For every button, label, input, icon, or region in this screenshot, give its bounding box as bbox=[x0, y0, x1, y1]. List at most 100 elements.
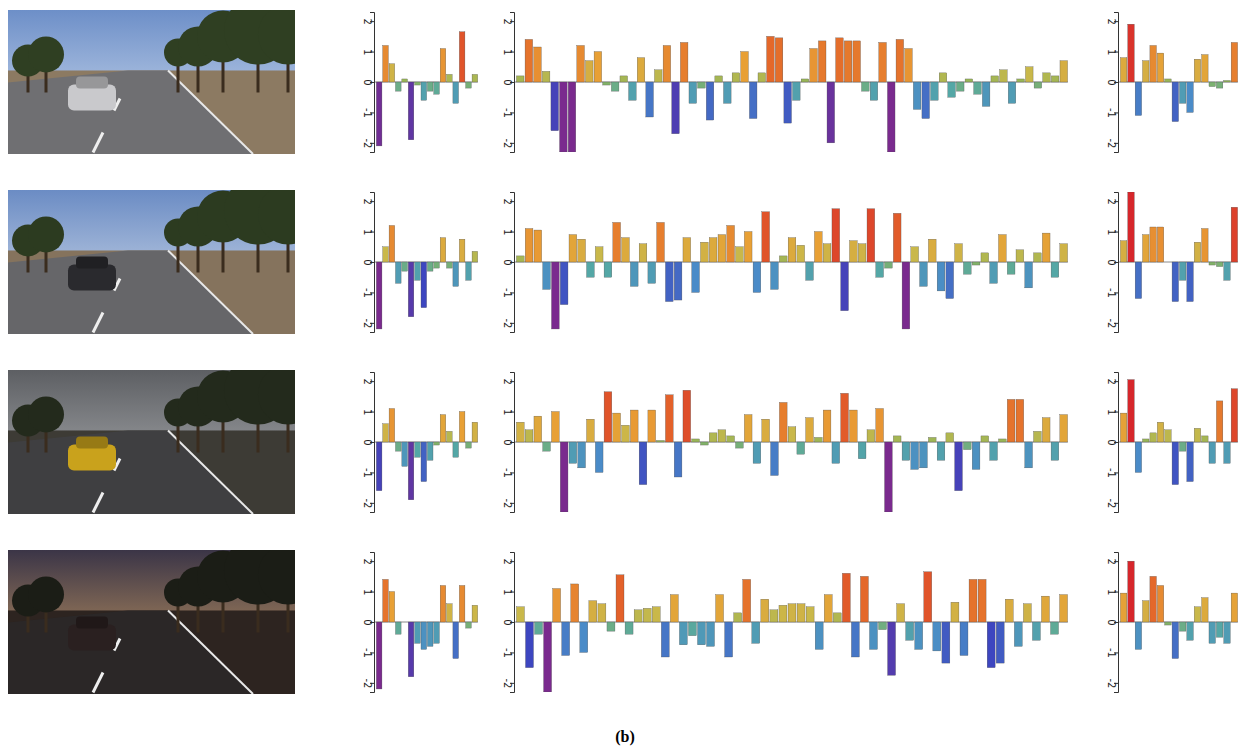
bar bbox=[674, 262, 682, 300]
bar bbox=[1060, 244, 1068, 262]
y-tick: -2 bbox=[1106, 318, 1118, 328]
bar bbox=[1128, 561, 1134, 622]
bar bbox=[402, 262, 408, 271]
bar bbox=[648, 410, 656, 442]
bar bbox=[402, 622, 408, 623]
bar-panel: -2-1012 bbox=[1106, 13, 1238, 153]
bar bbox=[595, 247, 603, 262]
bar bbox=[718, 430, 726, 442]
bar bbox=[946, 433, 954, 442]
y-tick-label: 0 bbox=[502, 619, 513, 625]
bar bbox=[1017, 79, 1025, 82]
photo-tree bbox=[28, 576, 64, 612]
y-tick: 1 bbox=[362, 409, 374, 415]
bar bbox=[551, 262, 559, 329]
bar bbox=[534, 230, 542, 262]
bar bbox=[879, 622, 887, 630]
bar bbox=[860, 576, 868, 622]
bar bbox=[383, 424, 389, 442]
bars bbox=[516, 209, 1067, 329]
y-axis: -2-1012 bbox=[502, 373, 515, 513]
bar bbox=[1143, 235, 1149, 262]
bar bbox=[1209, 82, 1215, 87]
y-tick-label: 2 bbox=[502, 558, 513, 564]
bar bbox=[1165, 262, 1171, 263]
bar bbox=[1016, 250, 1024, 262]
y-tick: 2 bbox=[502, 198, 514, 204]
y-tick-label: 1 bbox=[362, 229, 373, 235]
bar bbox=[578, 442, 586, 468]
y-tick: -1 bbox=[362, 288, 374, 298]
y-tick: 2 bbox=[1106, 198, 1118, 204]
figure: -2-1012-2-1012-2-1012-2-1012-2-1012-2-10… bbox=[0, 0, 1246, 748]
y-tick: -1 bbox=[502, 288, 514, 298]
y-tick: 2 bbox=[502, 18, 514, 24]
bar bbox=[551, 82, 559, 131]
bar bbox=[982, 82, 990, 106]
bar bbox=[870, 82, 878, 100]
bar bbox=[844, 41, 852, 82]
bar bbox=[771, 442, 779, 475]
bar bbox=[991, 76, 999, 82]
figure-svg: -2-1012-2-1012-2-1012-2-1012-2-1012-2-10… bbox=[0, 0, 1246, 748]
bar bbox=[472, 251, 478, 262]
bar bbox=[560, 82, 568, 152]
bar bbox=[679, 622, 687, 645]
bar bbox=[1172, 262, 1178, 302]
y-tick-label: -2 bbox=[502, 498, 513, 508]
bar bbox=[806, 607, 814, 622]
bar bbox=[389, 64, 395, 82]
bar bbox=[415, 442, 421, 457]
bar-panel: -2-1012 bbox=[1106, 373, 1238, 513]
bar bbox=[665, 395, 673, 442]
bar bbox=[551, 412, 559, 442]
bar bbox=[1216, 401, 1222, 442]
y-tick: 2 bbox=[362, 198, 374, 204]
y-tick-label: -2 bbox=[1106, 498, 1117, 508]
bar bbox=[447, 431, 453, 442]
bar bbox=[383, 45, 389, 82]
bar bbox=[657, 222, 665, 262]
bar bbox=[963, 442, 971, 450]
photo-car-roof bbox=[76, 256, 108, 268]
y-tick: -1 bbox=[362, 108, 374, 118]
bar bbox=[1042, 233, 1050, 262]
bar bbox=[440, 238, 446, 262]
y-tick-label: -1 bbox=[362, 288, 373, 298]
y-axis: -2-1012 bbox=[502, 13, 515, 153]
photo-road-edge bbox=[168, 70, 253, 154]
bar bbox=[963, 262, 971, 274]
bar bbox=[472, 605, 478, 622]
bar bbox=[815, 622, 823, 649]
bar bbox=[1016, 399, 1024, 442]
bar bbox=[1135, 442, 1141, 472]
bar bbox=[887, 82, 895, 152]
bar bbox=[1209, 442, 1215, 463]
bar bbox=[879, 42, 887, 82]
bars bbox=[376, 579, 477, 689]
bar bbox=[806, 262, 814, 280]
bar bbox=[823, 244, 831, 262]
bars bbox=[376, 409, 477, 500]
y-tick-label: -2 bbox=[1106, 318, 1117, 328]
bar bbox=[589, 601, 597, 622]
bar bbox=[453, 442, 459, 457]
bar bbox=[516, 422, 524, 442]
bar bbox=[1165, 622, 1171, 625]
bar bbox=[534, 416, 542, 442]
y-tick: 1 bbox=[502, 409, 514, 415]
bar bbox=[911, 442, 919, 469]
y-tick: 1 bbox=[1106, 409, 1118, 415]
bar bbox=[853, 41, 861, 82]
bar bbox=[526, 622, 534, 668]
bar bbox=[1216, 622, 1222, 637]
bar bbox=[732, 73, 740, 82]
bar bbox=[913, 82, 921, 109]
y-tick-label: -1 bbox=[362, 648, 373, 658]
bar bbox=[706, 82, 714, 120]
bar bbox=[637, 58, 645, 82]
y-tick-label: 0 bbox=[362, 439, 373, 445]
bar bbox=[727, 436, 735, 442]
bar bbox=[788, 604, 796, 622]
y-tick: 1 bbox=[362, 589, 374, 595]
